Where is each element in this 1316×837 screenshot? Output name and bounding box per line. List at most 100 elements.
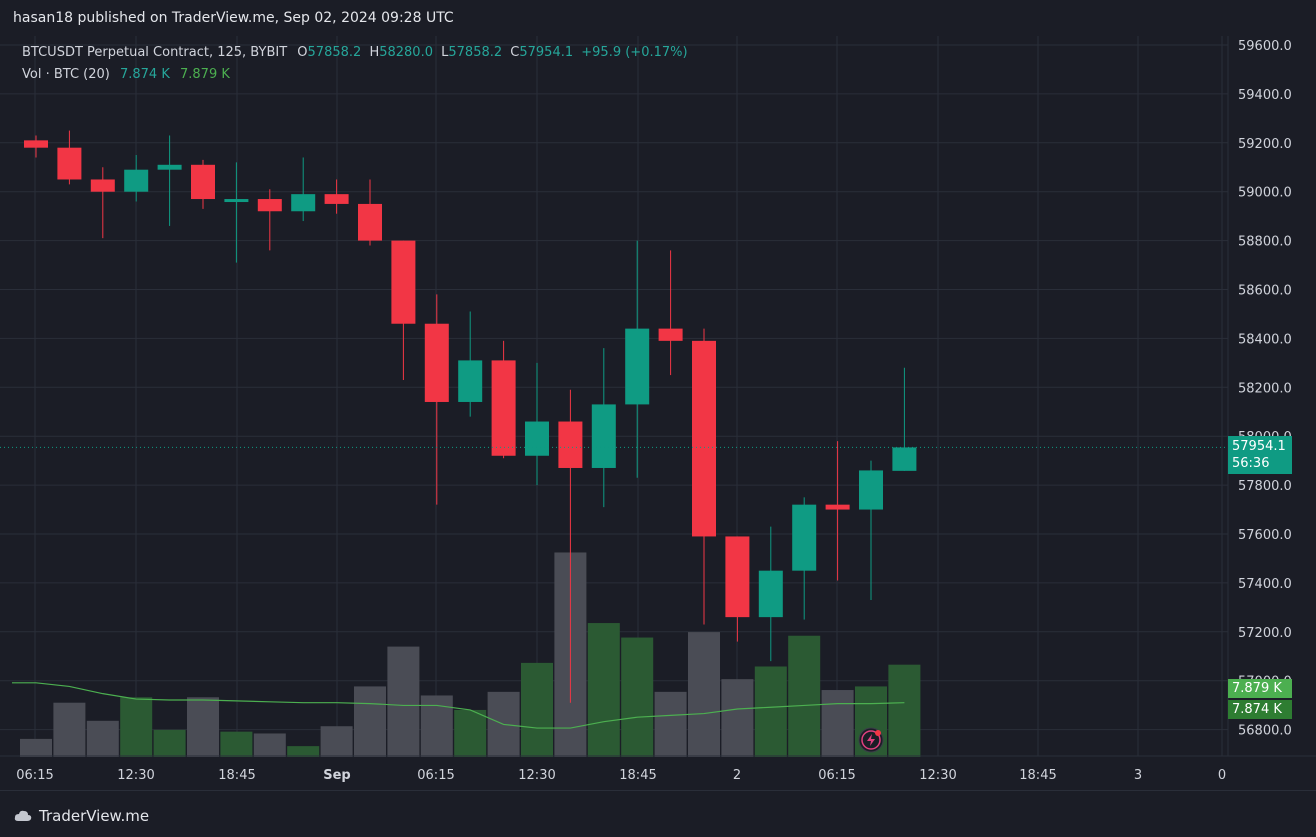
candle-body (792, 504, 817, 571)
bar-countdown: 56:36 (1232, 456, 1270, 471)
brand-name: TraderView.me (39, 807, 150, 825)
low-label: L (441, 45, 449, 60)
volume-bar (53, 702, 86, 757)
candle-body (257, 199, 282, 212)
candles (24, 130, 917, 703)
vol-ma-tag: 7.879 K (1228, 679, 1292, 698)
candle (658, 250, 683, 376)
price-tick-label: 59200.0 (1238, 137, 1292, 152)
price-tick-label: 58600.0 (1238, 284, 1292, 299)
volume-bar (387, 646, 420, 757)
volume-bar (654, 691, 687, 757)
price-axis[interactable]: 59600.0 59400.0 59200.0 59000.0 58800.0 58600… (1238, 39, 1292, 739)
candle (525, 362, 549, 486)
candle-body (157, 164, 182, 170)
candle-body (324, 194, 349, 204)
symbol-label[interactable]: BTCUSDT Perpetual Contract, 125, BYBIT (22, 45, 288, 60)
candle (591, 348, 616, 508)
brand[interactable]: TraderView.me (14, 807, 149, 825)
price-tick-label: 58400.0 (1238, 332, 1292, 347)
close-label: C (510, 45, 520, 60)
volume-bar (187, 697, 219, 757)
candle-body (458, 360, 483, 402)
candle (57, 130, 82, 185)
candle-body (491, 360, 516, 456)
volume-ma-line (12, 682, 905, 729)
time-axis[interactable]: 06:15 12:30 18:45 Sep 06:15 12:30 18:45 2 06:15 1… (16, 768, 1226, 783)
last-price-tag: 57954.1 56:36 (1228, 436, 1292, 474)
price-tick-label: 57400.0 (1238, 577, 1292, 592)
candle (157, 135, 182, 226)
volume-bar (721, 679, 754, 757)
candle (424, 294, 449, 505)
candle (792, 497, 817, 620)
volume-bar (420, 695, 453, 757)
volume-bar (120, 697, 153, 757)
candle-body (658, 328, 683, 341)
time-tick-label: Sep (323, 768, 351, 783)
volume-bar (888, 664, 921, 757)
candle (859, 460, 883, 601)
candle-body (291, 194, 316, 212)
chart-background (0, 36, 1316, 790)
candle-body (525, 421, 549, 456)
candle (124, 155, 149, 202)
candle (758, 526, 783, 662)
candle-body (191, 164, 215, 200)
candle (224, 162, 249, 263)
volume-label[interactable]: Vol · BTC (20) (22, 67, 110, 82)
price-tick-label: 59600.0 (1238, 39, 1292, 54)
time-tick-label: 0 (1218, 768, 1226, 783)
price-axis-bg (1228, 36, 1316, 790)
volume-bars (20, 552, 921, 757)
high-label: H (369, 45, 380, 60)
time-tick-label: 18:45 (218, 768, 255, 783)
volume-value-2: 7.879 K (180, 67, 230, 82)
candle (391, 240, 416, 380)
candle-body (57, 147, 82, 180)
price-tick-label: 58800.0 (1238, 235, 1292, 250)
candle (558, 389, 583, 703)
volume-bar (320, 726, 353, 757)
time-tick-label: 18:45 (619, 768, 656, 783)
time-tick-label: 12:30 (919, 768, 956, 783)
candle-body (90, 179, 115, 192)
volume-bar (454, 709, 487, 757)
candle-body (825, 504, 850, 510)
candle-body (758, 570, 783, 618)
price-tick-label: 57200.0 (1238, 626, 1292, 641)
candle-body (591, 404, 616, 468)
candle-body (692, 340, 716, 537)
candle-body (124, 169, 149, 192)
volume-bar (821, 690, 854, 757)
candle (191, 159, 215, 209)
volume-bar (521, 662, 553, 757)
volume-bar (754, 666, 787, 757)
publisher-line: hasan18 published on TraderView.me, Sep … (13, 10, 454, 26)
time-tick-label: 2 (733, 768, 741, 783)
open-label: O (297, 45, 308, 60)
volume-bar (253, 733, 286, 757)
price-tick-label: 57800.0 (1238, 479, 1292, 494)
candle (625, 240, 650, 478)
chart[interactable]: 59600.0 59400.0 59200.0 59000.0 58800.0 58600… (0, 36, 1316, 790)
volume-value-1: 7.874 K (119, 67, 170, 82)
lightning-icon[interactable] (858, 727, 884, 753)
price-tick-label: 57600.0 (1238, 528, 1292, 543)
candle (24, 135, 48, 158)
time-tick-label: 06:15 (417, 768, 454, 783)
volume-bar (788, 635, 821, 757)
candle (725, 536, 750, 642)
time-tick-label: 12:30 (518, 768, 555, 783)
candle-body (24, 140, 48, 148)
price-tick-label: 56800.0 (1238, 724, 1292, 739)
time-tick-label: 3 (1134, 768, 1142, 783)
candle (291, 157, 316, 222)
candle (90, 167, 115, 239)
low-value: 57858.2 (448, 45, 503, 60)
candle-body (358, 203, 382, 241)
time-tick-label: 18:45 (1019, 768, 1056, 783)
publisher-header: hasan18 published on TraderView.me, Sep … (0, 0, 1316, 36)
candle (458, 311, 483, 417)
candle-body (892, 447, 917, 471)
